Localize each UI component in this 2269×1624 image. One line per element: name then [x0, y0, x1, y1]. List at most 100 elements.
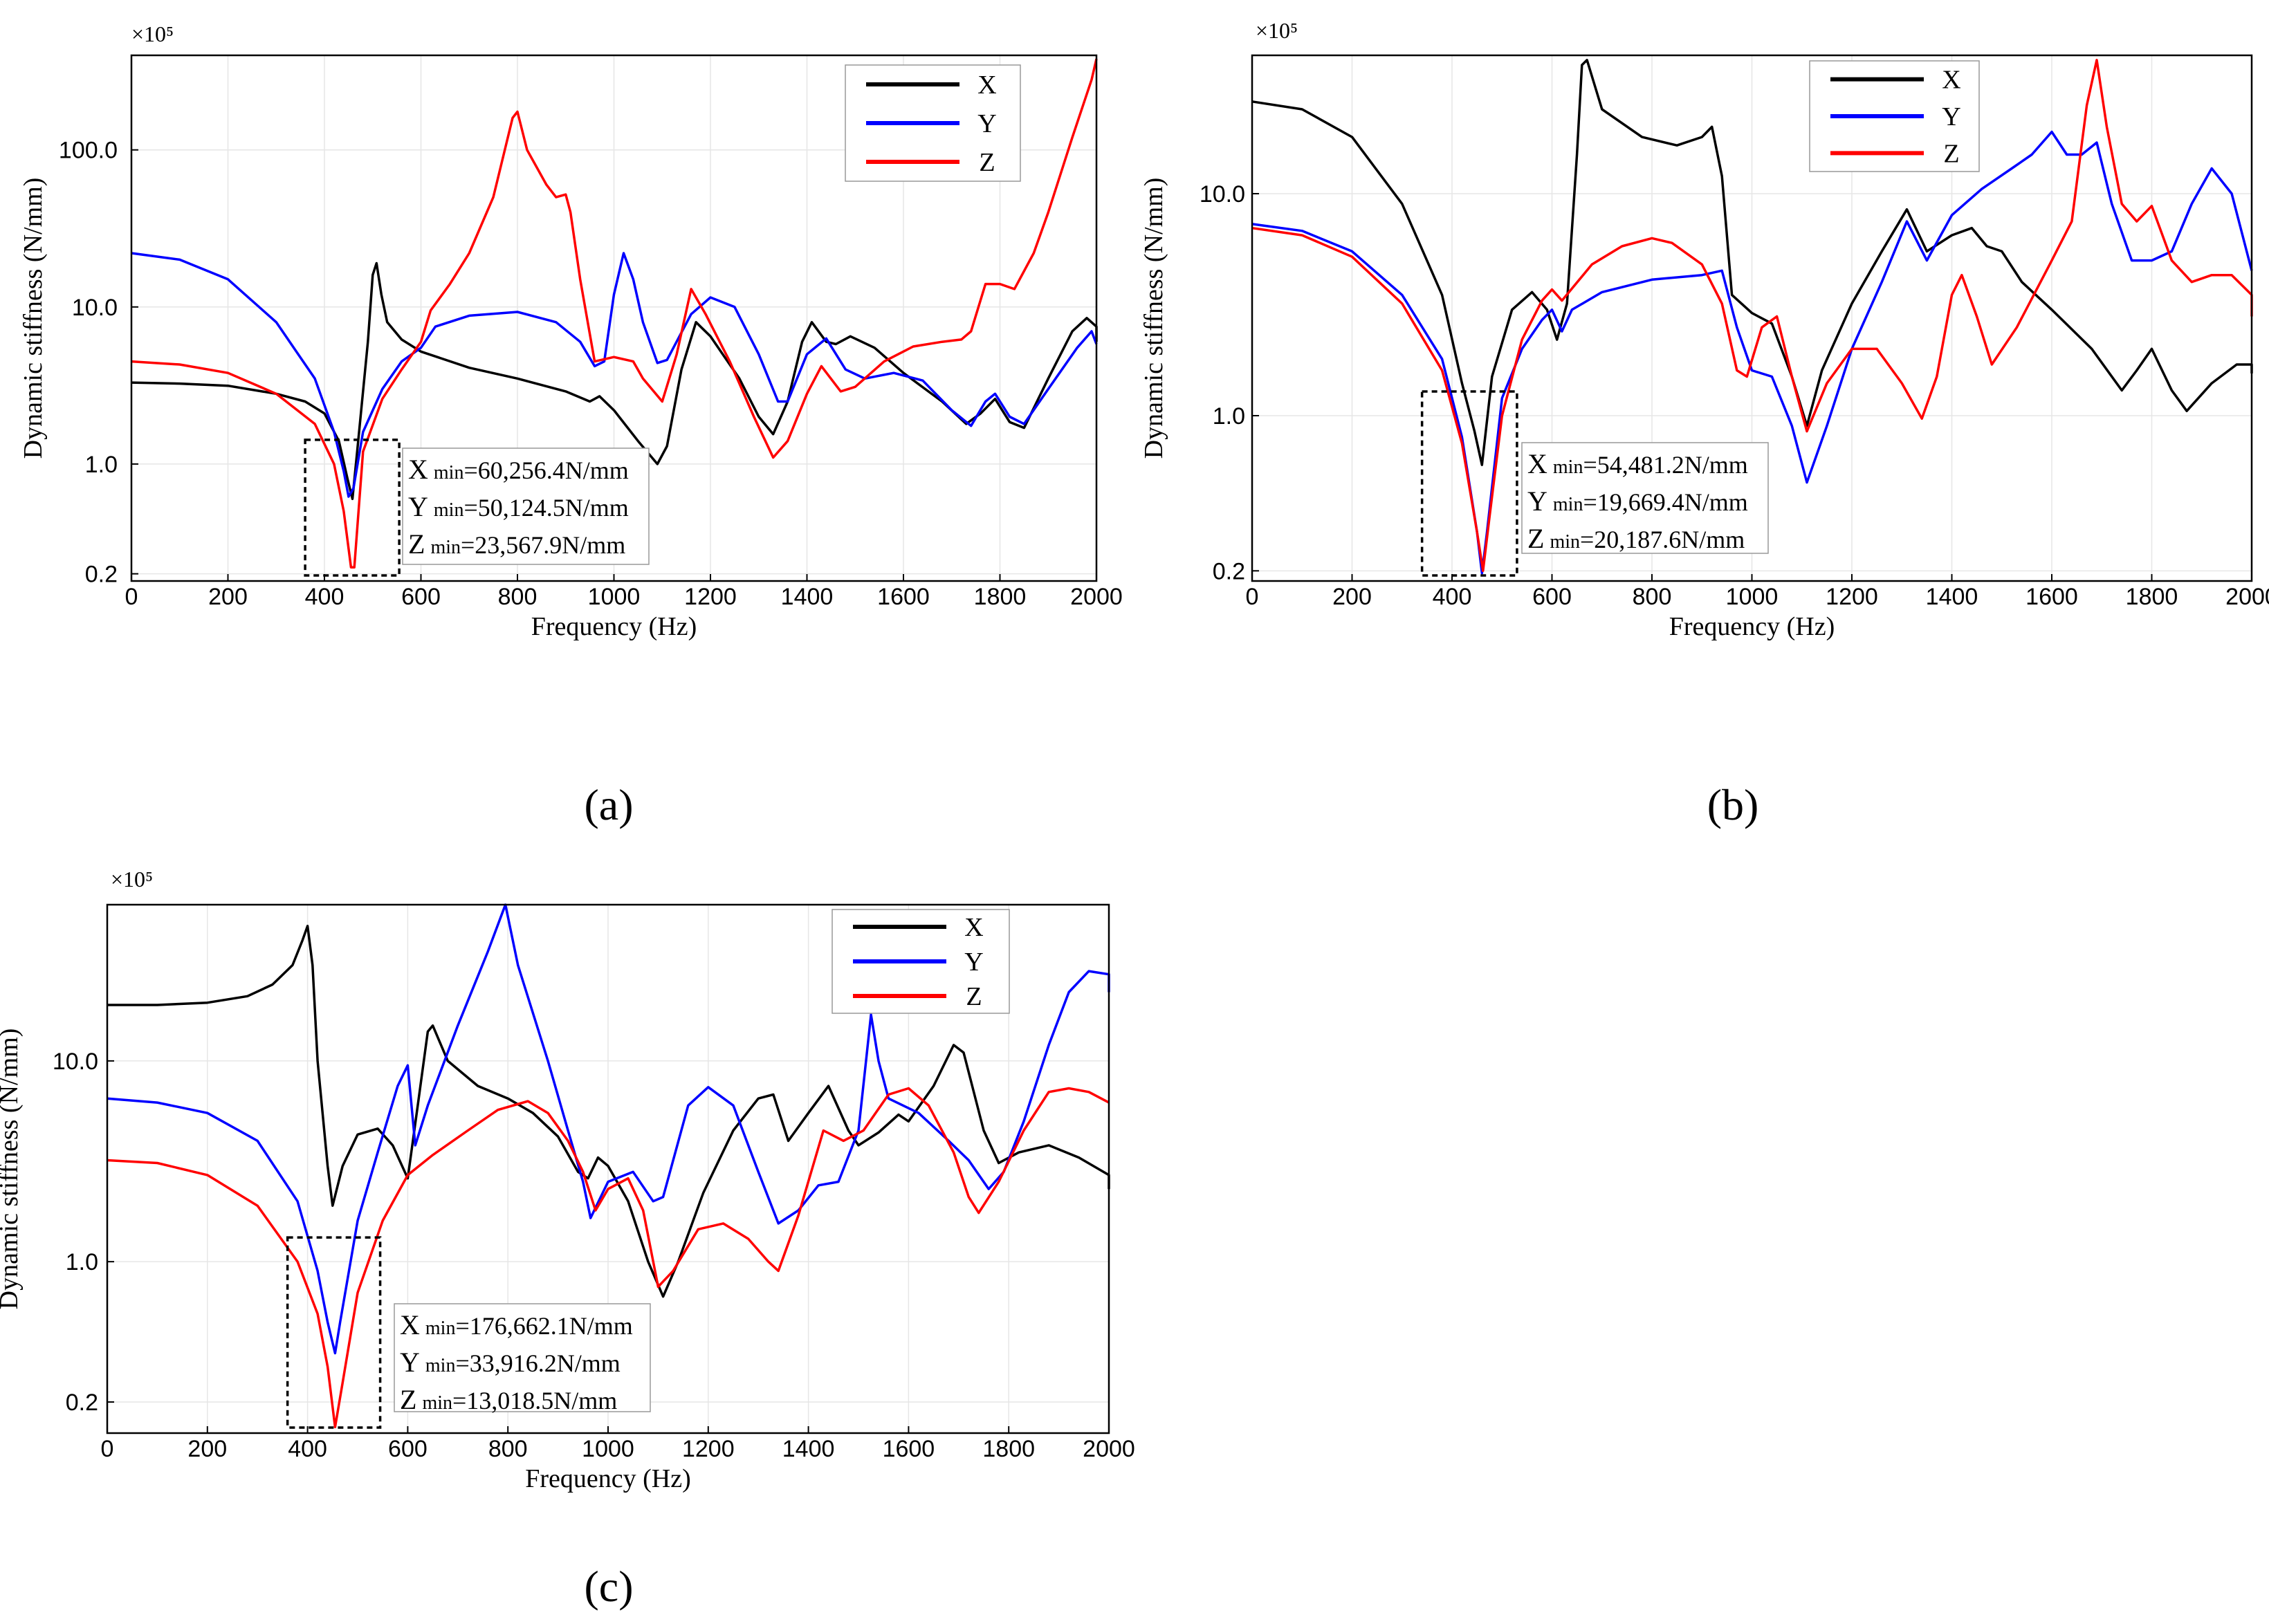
x-tick-label: 800 — [488, 1436, 528, 1462]
x-tick-label: 800 — [498, 584, 538, 610]
x-tick-label: 200 — [1332, 584, 1372, 610]
panel-label-c: (c) — [584, 1562, 633, 1611]
annotation-value: =176,662.1N/mm — [455, 1312, 632, 1340]
x-tick-label: 2000 — [1083, 1436, 1135, 1462]
annotation-var: Z — [400, 1384, 416, 1415]
x-tick-label: 2000 — [2225, 584, 2269, 610]
annotation-var: Y — [408, 491, 428, 522]
x-tick-label: 1400 — [782, 1436, 835, 1462]
min-region-box — [1420, 390, 1518, 577]
annotation-box — [394, 1303, 651, 1412]
y-tick-label: 0.2 — [85, 562, 118, 588]
y-tick-label: 10.0 — [53, 1049, 98, 1075]
y-axis-label: Dynamic stiffness (N/mm) — [19, 178, 48, 459]
annotation-sub: min — [425, 1355, 456, 1376]
annotation-var: Y — [400, 1347, 420, 1378]
x-tick-label: 1600 — [2025, 584, 2078, 610]
min-region-box — [286, 1236, 382, 1429]
series-line-y — [131, 252, 1098, 498]
series-line-x — [107, 925, 1110, 1298]
annotation-sub: min — [1553, 456, 1583, 478]
annotation-var: X — [400, 1309, 420, 1340]
x-tick-label: 1800 — [974, 584, 1027, 610]
series-line-z — [107, 1087, 1110, 1429]
x-tick-label: 0 — [101, 1436, 114, 1462]
x-tick-label: 1400 — [1926, 584, 1978, 610]
x-tick-label: 1000 — [1726, 584, 1779, 610]
x-tick-label: 1600 — [883, 1436, 935, 1462]
x-tick-label: 1800 — [2126, 584, 2178, 610]
annotation-var: X — [408, 454, 428, 485]
y-axis-label: Dynamic stiffness (N/mm) — [1139, 178, 1168, 459]
annotation-var: Z — [408, 528, 425, 560]
y-tick-label: 1.0 — [85, 452, 118, 478]
annotation-value: =13,018.5N/mm — [452, 1387, 617, 1414]
x-tick-label: 400 — [288, 1436, 327, 1462]
annotation-value: =19,669.4N/mm — [1583, 488, 1747, 516]
x-tick-label: 1200 — [682, 1436, 735, 1462]
panel-label-a: (a) — [584, 780, 633, 829]
multiplier-label: ×10⁵ — [1256, 18, 1298, 43]
chart-panel-b: ×10⁵ (b) 0 200 400 600 800 1000 1200 1400 1600 18… — [1139, 18, 2269, 829]
series-line-z — [1251, 59, 2253, 573]
annotation-value: =33,916.2N/mm — [455, 1349, 620, 1377]
annotation-sub: min — [425, 1318, 456, 1339]
legend-label-y: Y — [964, 948, 983, 977]
legend-label-z: Z — [979, 148, 995, 177]
annotation-var: Y — [1527, 486, 1547, 517]
x-axis-label: Frequency (Hz) — [531, 612, 697, 641]
x-tick-label: 0 — [1246, 584, 1259, 610]
x-axis-label: Frequency (Hz) — [525, 1464, 691, 1493]
annotation-value: =23,567.9N/mm — [461, 531, 625, 559]
annotation-sub: min — [422, 1392, 452, 1414]
chart-panel-c: ×10⁵ (c) 0 200 400 600 800 1000 1200 1400 1600 18… — [0, 867, 1135, 1611]
annotation-value: =20,187.6N/mm — [1580, 526, 1745, 553]
annotation-sub: min — [430, 537, 461, 558]
x-axis-label: Frequency (Hz) — [1669, 612, 1835, 641]
x-tick-label: 600 — [401, 584, 441, 610]
annotation-box — [1521, 442, 1769, 554]
legend-label-z: Z — [1943, 139, 1959, 168]
x-tick-label: 1200 — [684, 584, 737, 610]
legend-label-y: Y — [977, 109, 996, 138]
x-tick-label: 1400 — [781, 584, 834, 610]
chart-panel-a: ×10⁵ (a) 0 200 400 600 800 1000 1200 1400 1600 18… — [19, 21, 1123, 829]
annotation-value: =54,481.2N/mm — [1583, 451, 1747, 479]
x-tick-label: 400 — [305, 584, 345, 610]
y-tick-label: 10.0 — [1200, 181, 1245, 207]
x-tick-label: 600 — [1532, 584, 1572, 610]
x-tick-label: 200 — [208, 584, 248, 610]
annotation-sub: min — [434, 499, 464, 521]
x-tick-label: 1000 — [588, 584, 641, 610]
x-tick-label: 2000 — [1070, 584, 1123, 610]
x-tick-label: 1600 — [877, 584, 930, 610]
annotation-sub: min — [1553, 494, 1583, 515]
x-tick-label: 600 — [388, 1436, 428, 1462]
legend-label-x: X — [1942, 66, 1960, 95]
x-tick-label: 800 — [1633, 584, 1672, 610]
x-tick-label: 1000 — [582, 1436, 634, 1462]
annotation-box — [402, 447, 650, 565]
annotation-value: =50,124.5N/mm — [463, 494, 628, 522]
legend-label-z: Z — [966, 982, 982, 1011]
legend-label-x: X — [964, 913, 983, 942]
x-tick-label: 0 — [125, 584, 138, 610]
y-axis-label: Dynamic stiffness (N/mm) — [0, 1028, 24, 1310]
annotation-var: X — [1527, 448, 1547, 479]
multiplier-label: ×10⁵ — [131, 21, 174, 46]
x-tick-label: 400 — [1433, 584, 1472, 610]
panel-label-b: (b) — [1707, 780, 1759, 829]
series-line-y — [107, 903, 1110, 1355]
annotation-sub: min — [434, 462, 464, 483]
y-tick-label: 10.0 — [72, 295, 118, 321]
